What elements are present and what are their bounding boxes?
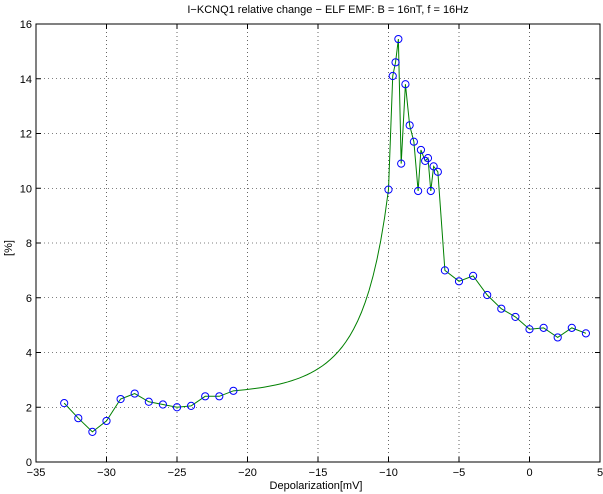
data-point: [581, 329, 591, 338]
x-axis-label: Depolarization[mV]: [270, 480, 363, 492]
data-point: [433, 167, 442, 176]
data-point: [74, 414, 83, 423]
data-point: [416, 145, 426, 155]
data-point: [423, 154, 433, 163]
data-point: [172, 403, 182, 412]
series-markers: [60, 34, 591, 436]
data-point: [391, 58, 400, 67]
data-point: [88, 427, 97, 436]
data-point: [215, 392, 224, 401]
data-point: [405, 121, 414, 130]
x-tick-label: −20: [238, 467, 257, 479]
series-line-layer: [63, 38, 587, 433]
x-tick-label: −5: [453, 467, 466, 479]
grid-lines: [36, 24, 600, 462]
x-tick-label: −15: [309, 467, 328, 479]
data-point: [511, 312, 520, 322]
data-point: [483, 290, 492, 300]
x-tick-label: 0: [526, 467, 532, 479]
y-tick-label: 14: [20, 74, 32, 86]
data-point: [553, 333, 562, 342]
y-tick-label: 10: [20, 183, 32, 195]
data-point: [187, 401, 196, 410]
data-point: [454, 277, 464, 286]
y-axis-label: [%]: [3, 240, 15, 256]
x-tick-label: 5: [597, 467, 603, 479]
data-point: [102, 416, 111, 426]
data-point: [388, 71, 397, 81]
x-tick-label: −35: [27, 467, 46, 479]
data-point: [60, 399, 69, 408]
chart-title: I−KCNQ1 relative change − ELF EMF: B = 1…: [187, 4, 468, 16]
data-point: [144, 397, 153, 406]
data-point: [426, 186, 435, 196]
y-tick-label: 16: [20, 19, 32, 31]
data-point: [158, 400, 167, 409]
data-point: [394, 34, 403, 44]
data-point: [130, 389, 139, 398]
data-point: [440, 266, 449, 275]
data-point: [116, 394, 125, 404]
data-point: [409, 137, 418, 146]
data-point: [397, 159, 406, 168]
data-point: [421, 156, 430, 165]
data-point: [401, 80, 410, 89]
data-point: [201, 392, 210, 401]
y-tick-label: 6: [26, 293, 32, 305]
y-tick-label: 2: [26, 402, 32, 414]
x-tick-label: −25: [168, 467, 187, 479]
series-line: [63, 38, 587, 433]
x-tick-label: −10: [379, 467, 398, 479]
data-point: [414, 186, 423, 196]
data-point: [384, 185, 393, 194]
data-point: [229, 386, 238, 395]
data-point: [539, 323, 548, 332]
y-tick-label: 12: [20, 129, 32, 141]
data-point: [497, 304, 506, 313]
y-tick-label: 4: [26, 348, 32, 360]
data-point: [429, 162, 438, 171]
data-point: [567, 323, 576, 332]
axis-ticks: −35 −30 −25 −20 −15 −10 −5 0 5 0 2 4 6 8 10 12 14 16: [20, 19, 603, 479]
y-tick-label: 0: [26, 457, 32, 469]
data-point: [525, 325, 534, 334]
data-point: [469, 271, 478, 280]
x-tick-label: −30: [97, 467, 116, 479]
y-tick-label: 8: [26, 238, 32, 250]
